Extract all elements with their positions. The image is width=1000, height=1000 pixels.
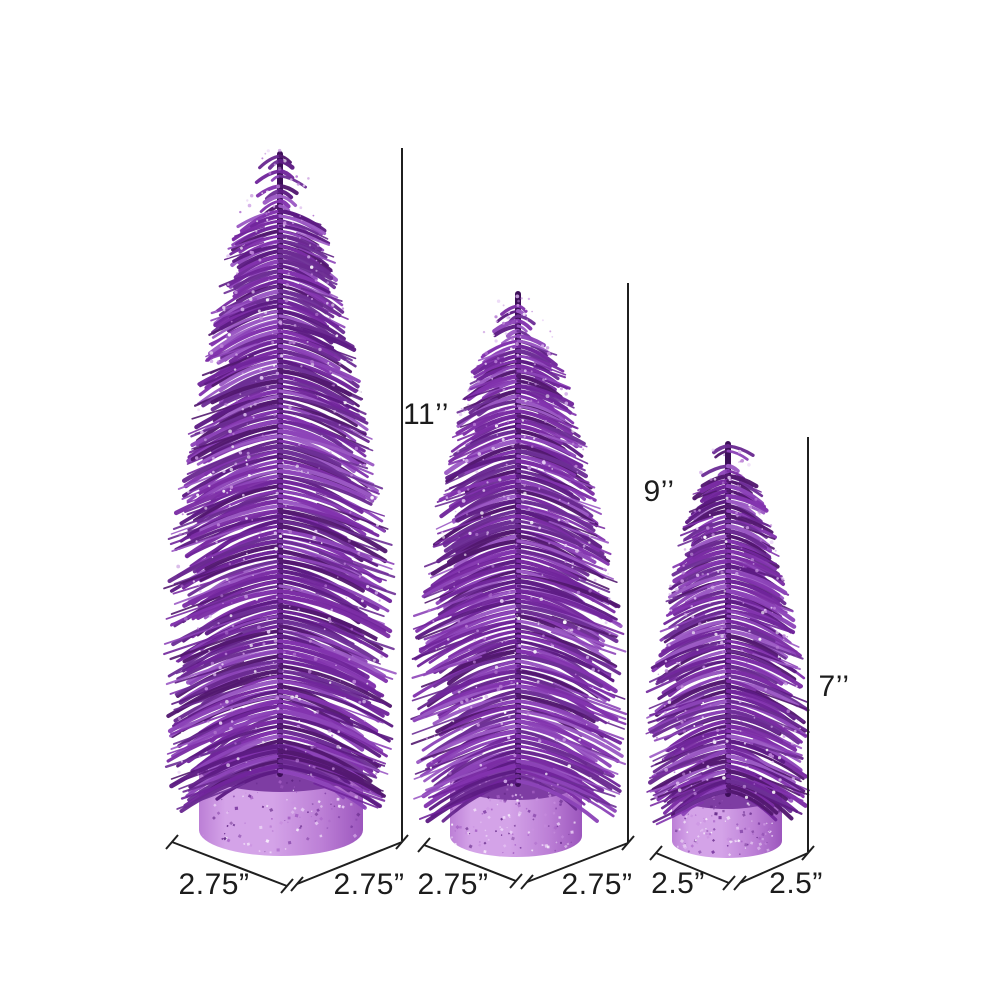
base-dim-line-11in-right — [290, 834, 409, 892]
base-dim-line-7in-left — [649, 845, 736, 891]
foliage — [645, 441, 811, 826]
dimension-annotations — [165, 148, 815, 894]
dimension-tick — [280, 878, 294, 894]
glitter-sparkles — [654, 448, 801, 800]
dimension-tick — [801, 845, 815, 861]
base-dim-line-9in-left — [417, 837, 523, 889]
dimension-tick — [520, 874, 534, 890]
base-left-label-7in: 2.5” — [651, 867, 705, 900]
glitter-tree-9in — [410, 291, 628, 857]
glitter-sparkles — [424, 294, 612, 787]
dimension-tick — [621, 835, 635, 851]
base-left-label-11in: 2.75” — [178, 868, 250, 901]
base-dim-line-11in-left — [165, 834, 294, 894]
dimension-tick — [733, 875, 747, 891]
base-dim-line-7in-right — [733, 845, 815, 891]
height-label-7in: 7’’ — [818, 670, 850, 703]
dimension-tick — [509, 873, 523, 889]
height-label-9in: 9’’ — [643, 475, 675, 508]
dimension-tick — [649, 845, 663, 861]
base-right-label-7in: 2.5” — [769, 867, 823, 900]
base-right-label-9in: 2.75” — [561, 868, 633, 901]
dimension-tick — [165, 834, 179, 850]
foliage — [163, 151, 397, 813]
glitter-tree-11in — [163, 148, 397, 856]
foliage — [410, 291, 628, 824]
dimension-tick — [395, 834, 409, 850]
glitter-sparkles — [176, 148, 384, 776]
glitter-tree-7in — [645, 441, 811, 858]
base-right-label-11in: 2.75” — [333, 868, 405, 901]
dimension-tick — [290, 876, 304, 892]
base-dim-line-9in-right — [520, 835, 635, 890]
base-left-label-9in: 2.75” — [417, 868, 489, 901]
height-label-11in: 11’’ — [403, 398, 449, 431]
dimension-tick — [722, 875, 736, 891]
dimension-tick — [417, 837, 431, 853]
